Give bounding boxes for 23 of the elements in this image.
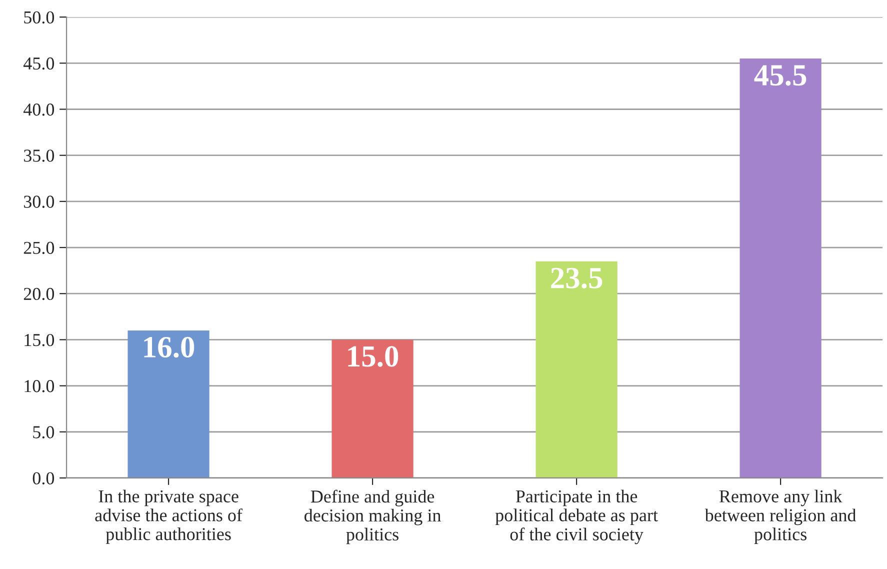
y-tick-label: 10.0	[24, 380, 54, 392]
x-tick-label: Remove any link between religion and politics	[704, 490, 856, 544]
y-tick-label: 15.0	[24, 334, 54, 346]
y-tick-label: 35.0	[24, 150, 54, 162]
y-tick-label: 25.0	[24, 242, 54, 254]
x-tick-label: In the private space advise the actions of public authorities	[95, 490, 242, 544]
data-label: 45.5	[754, 65, 806, 86]
y-tick-label: 5.0	[33, 426, 54, 438]
data-label: 16.0	[144, 336, 194, 358]
y-tick-label: 50.0	[24, 11, 54, 24]
bar	[536, 261, 618, 478]
data-label: 23.5	[551, 268, 602, 289]
y-tick-label: 40.0	[23, 104, 54, 116]
y-tick-label: 45.0	[23, 57, 54, 70]
y-tick-label: 0.0	[32, 472, 54, 484]
data-label: 15.0	[348, 346, 398, 367]
bar	[332, 340, 414, 478]
x-tick-label: Define and guide decision making in politics	[304, 490, 441, 544]
y-tick-label: 30.0	[24, 196, 54, 208]
bar	[740, 58, 822, 478]
bar	[128, 330, 210, 478]
y-tick-label: 20.0	[24, 288, 54, 300]
x-tick-label: Participate in the political debate as part of the civil society	[495, 490, 658, 544]
